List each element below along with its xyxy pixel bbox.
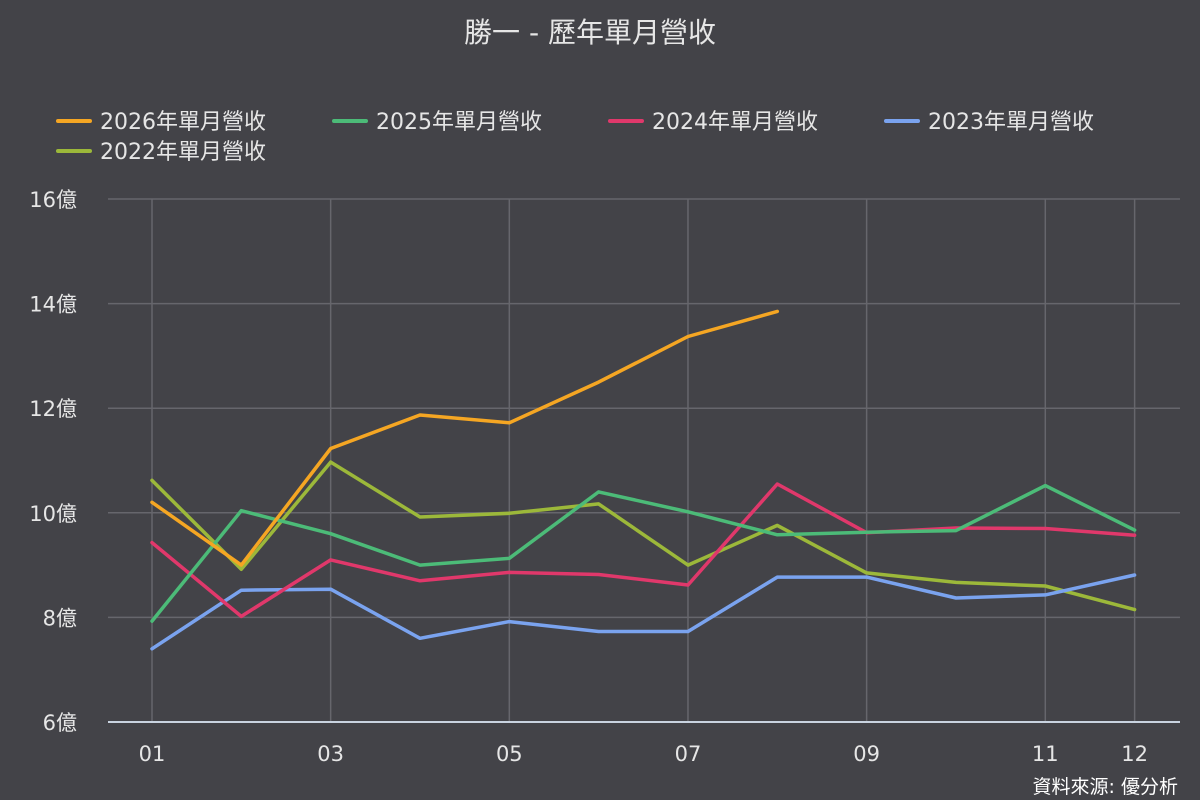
x-tick-label: 03 bbox=[317, 742, 344, 766]
legend-item[interactable]: 2023年單月營收 bbox=[884, 110, 1094, 135]
source-note: 資料來源: 優分析 bbox=[1033, 776, 1178, 798]
y-axis-ticks: 6億 8億 10億 12億 14億 16億 bbox=[29, 188, 77, 735]
y-tick-label: 14億 bbox=[29, 293, 77, 317]
series-line-2026 bbox=[150, 309, 780, 567]
chart-grid bbox=[108, 198, 1180, 722]
y-tick-label: 6億 bbox=[43, 711, 77, 735]
legend-item[interactable]: 2022年單月營收 bbox=[56, 140, 266, 165]
series-line-2024 bbox=[150, 482, 1137, 619]
x-axis-ticks: 01 03 05 07 09 11 12 bbox=[139, 742, 1148, 766]
y-tick-label: 8億 bbox=[43, 606, 77, 630]
legend-label: 2023年單月營收 bbox=[928, 110, 1094, 135]
y-tick-label: 16億 bbox=[29, 188, 77, 212]
legend-label: 2022年單月營收 bbox=[100, 140, 266, 165]
x-tick-label: 11 bbox=[1032, 742, 1059, 766]
legend-item[interactable]: 2026年單月營收 bbox=[56, 110, 266, 135]
x-tick-label: 12 bbox=[1121, 742, 1148, 766]
legend-label: 2026年單月營收 bbox=[100, 110, 266, 135]
series-line-2023 bbox=[150, 573, 1137, 651]
legend-label: 2024年單月營收 bbox=[652, 110, 818, 135]
x-tick-label: 07 bbox=[675, 742, 702, 766]
legend-item[interactable]: 2024年單月營收 bbox=[608, 110, 818, 135]
chart-legend: 2026年單月營收 2025年單月營收 2024年單月營收 2023年單月營收 2022… bbox=[56, 110, 1094, 165]
x-tick-label: 09 bbox=[853, 742, 880, 766]
chart-series bbox=[150, 309, 1137, 651]
x-tick-label: 05 bbox=[496, 742, 523, 766]
legend-item[interactable]: 2025年單月營收 bbox=[332, 110, 542, 135]
x-tick-label: 01 bbox=[139, 742, 166, 766]
y-tick-label: 10億 bbox=[29, 502, 77, 526]
chart-title: 勝一 - 歷年單月營收 bbox=[464, 16, 716, 49]
series-line-2022 bbox=[150, 460, 1137, 612]
legend-label: 2025年單月營收 bbox=[376, 110, 542, 135]
y-tick-label: 12億 bbox=[29, 397, 77, 421]
series-line-2025 bbox=[150, 483, 1137, 623]
